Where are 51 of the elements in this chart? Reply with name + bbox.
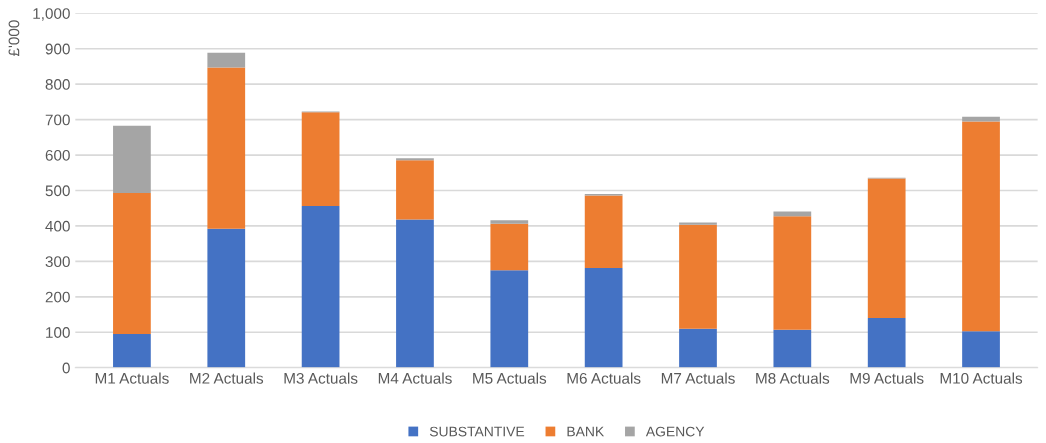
bar (679, 224, 717, 329)
x-tick-label: M5 Actuals (473, 372, 547, 384)
bar (962, 121, 1000, 332)
y-tick-label: 500 (45, 185, 70, 197)
bar (584, 268, 623, 368)
bar (773, 211, 812, 217)
legend-label: BANK (567, 426, 605, 437)
x-tick-label: M6 Actuals (567, 372, 641, 384)
bar (113, 125, 151, 193)
y-axis-title: £'000 (8, 20, 20, 57)
bar (207, 228, 246, 368)
y-tick-label: 100 (46, 327, 70, 338)
y-tick-label: 900 (45, 43, 70, 55)
bar (867, 178, 906, 319)
bar (490, 270, 529, 368)
bar (867, 318, 906, 368)
bar (301, 206, 340, 368)
y-tick-label: 600 (45, 149, 70, 161)
bar (584, 195, 623, 269)
y-tick-label: 200 (45, 291, 70, 303)
bar (207, 52, 246, 68)
x-tick-label: M8 Actuals (756, 372, 830, 384)
bar (207, 67, 246, 229)
y-tick-label: 300 (45, 256, 70, 268)
bar (962, 331, 1000, 368)
x-tick-label: M7 Actuals (661, 372, 735, 384)
y-tick-label: 400 (45, 220, 70, 232)
bar (490, 223, 529, 271)
bar (490, 220, 529, 224)
x-tick-label: M3 Actuals (284, 372, 358, 384)
y-tick-label: 0 (62, 362, 70, 374)
x-tick-label: M1 Actuals (95, 372, 169, 384)
bar (301, 112, 340, 207)
x-tick-label: M10 Actuals (940, 372, 1023, 384)
legend-label: SUBSTANTIVE (429, 426, 525, 437)
bar (113, 192, 151, 335)
bar (396, 160, 434, 220)
legend-label: AGENCY (645, 426, 705, 437)
y-tick-label: 800 (45, 79, 70, 90)
bar (113, 334, 151, 368)
x-tick-label: M2 Actuals (190, 372, 264, 384)
y-tick-label: 700 (45, 114, 70, 126)
bar (396, 158, 434, 161)
y-tick-label: 1,000 (33, 8, 70, 21)
x-tick-label: M9 Actuals (850, 372, 924, 384)
x-tick-label: M4 Actuals (378, 372, 452, 384)
bar (773, 216, 812, 330)
bar (679, 222, 717, 225)
bar (396, 219, 434, 368)
bar (773, 329, 812, 368)
bar (679, 328, 717, 368)
